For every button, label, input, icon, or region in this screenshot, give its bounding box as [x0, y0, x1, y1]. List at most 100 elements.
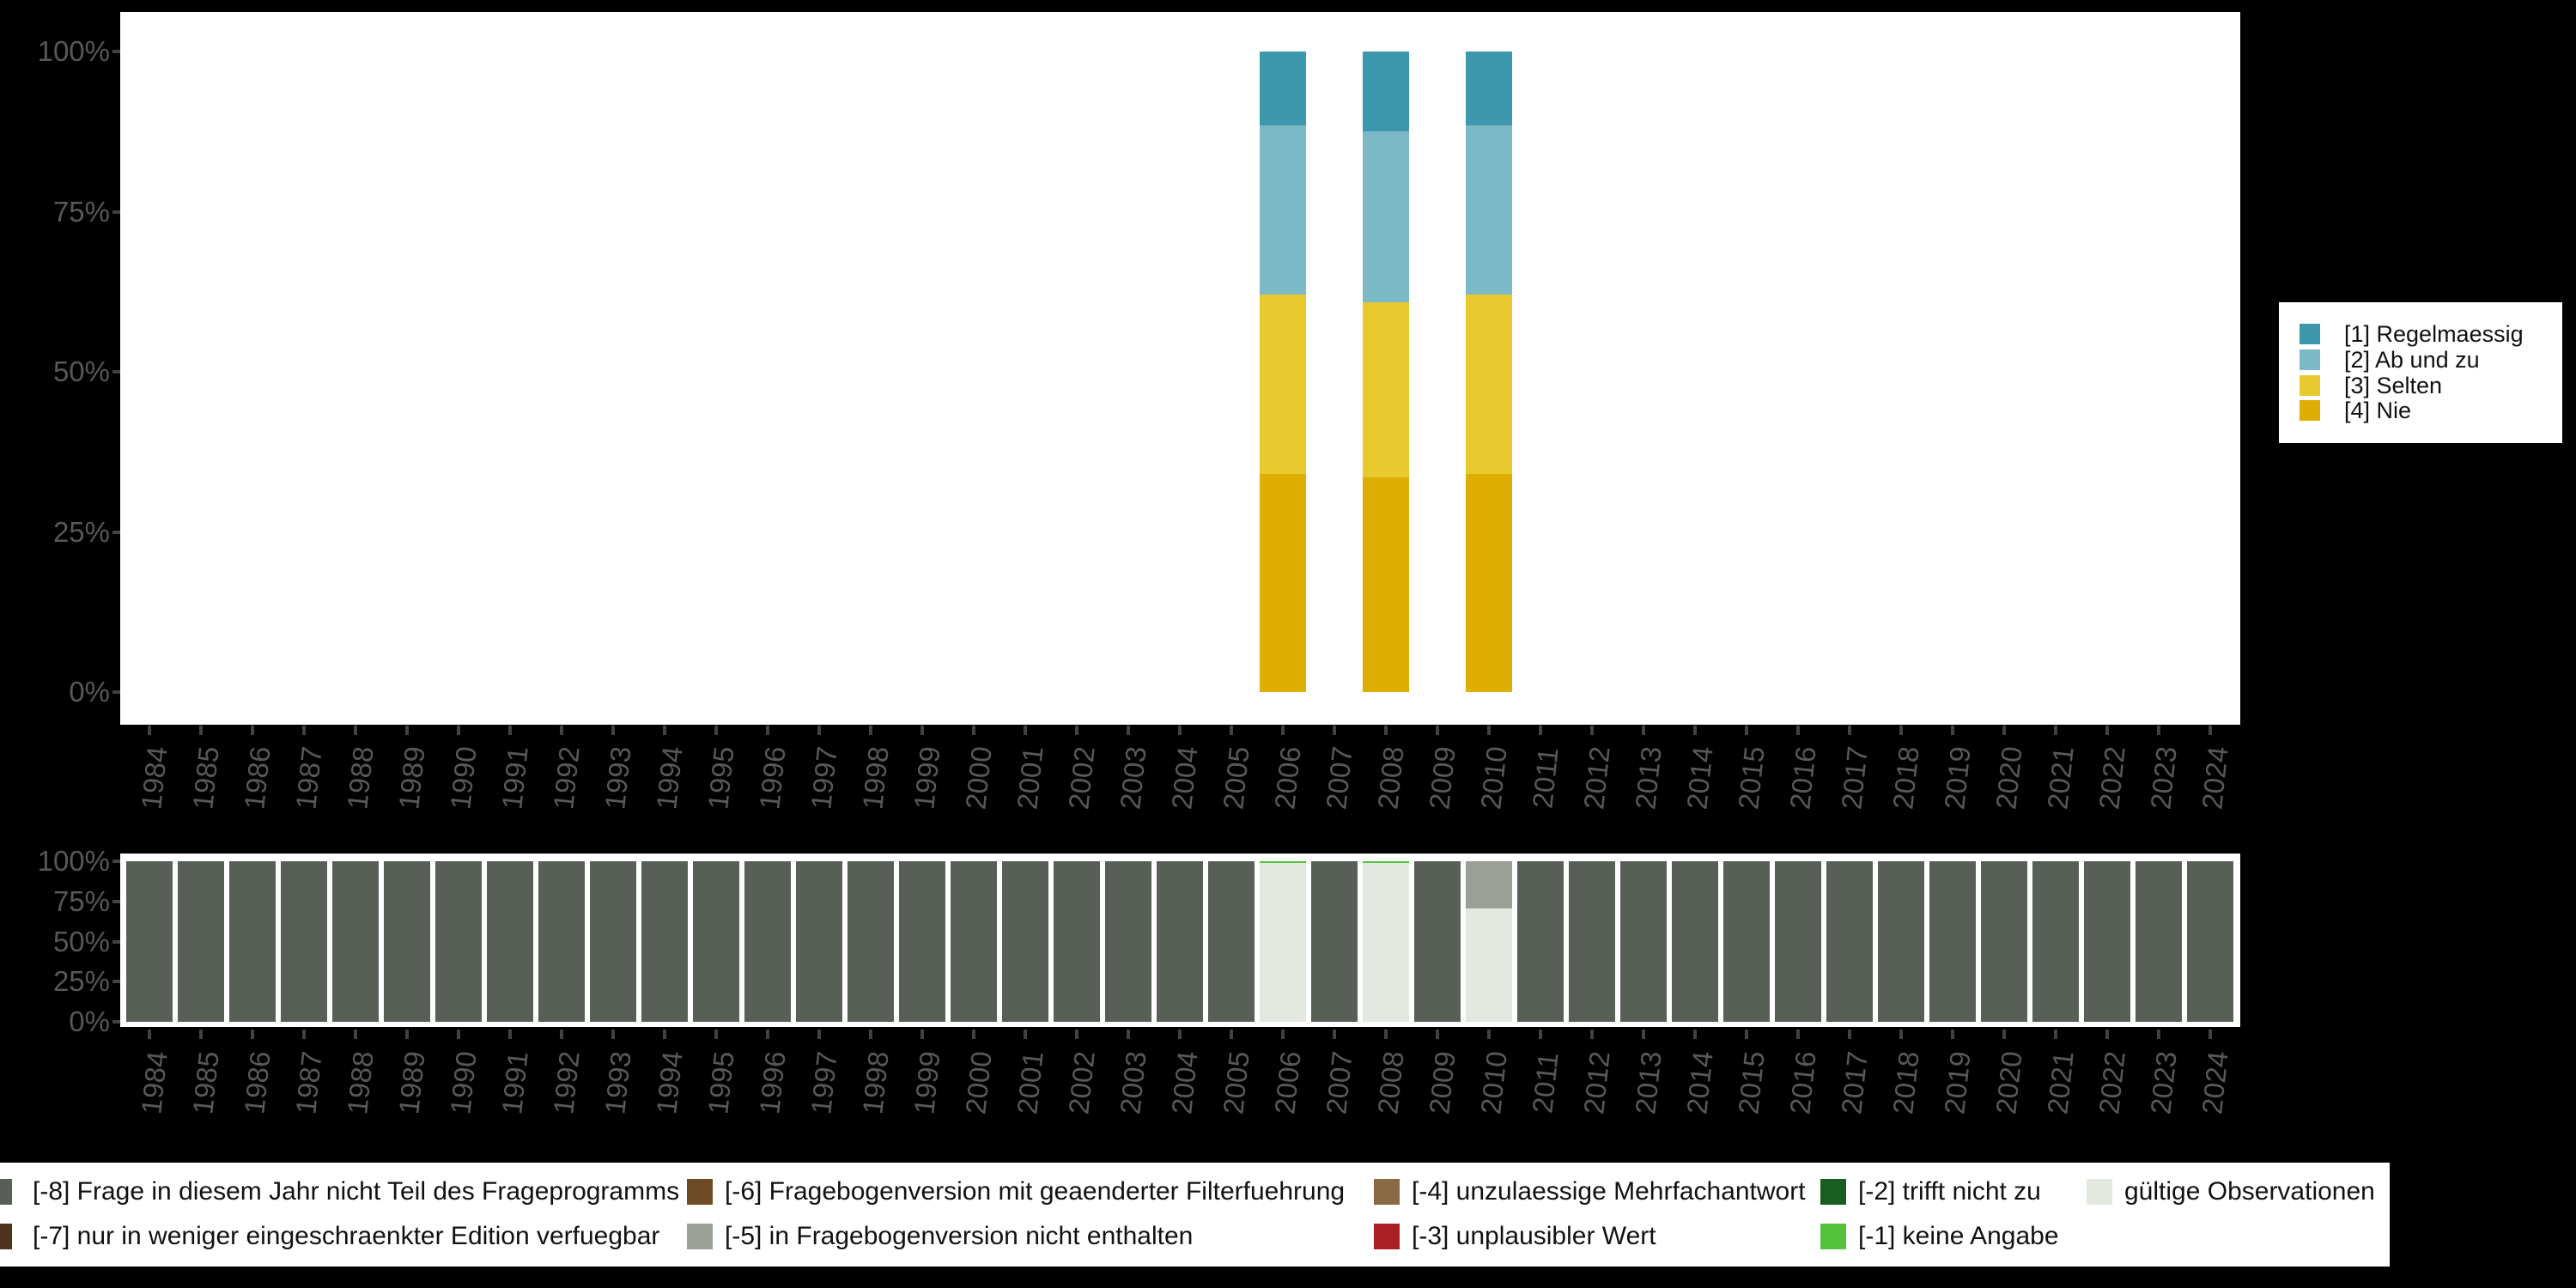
missing-bar-segment-1992-m8 — [538, 861, 585, 1022]
x-axis-tick — [508, 1030, 512, 1039]
missing-bar-segment-1988-m8 — [332, 861, 379, 1022]
x-axis-tick — [1281, 1030, 1285, 1039]
y-axis-label: 50% — [52, 925, 110, 957]
x-axis-year-label: 2023 — [2144, 1049, 2183, 1116]
x-axis-tick — [1590, 1030, 1594, 1039]
x-axis-year-label: 1985 — [186, 744, 225, 811]
y-axis-tick — [112, 50, 120, 53]
x-axis-tick — [508, 726, 512, 735]
x-axis-year-label: 2013 — [1629, 1049, 1668, 1116]
y-axis-label: 0% — [69, 676, 110, 708]
x-axis-year-label: 1991 — [495, 744, 534, 811]
bar-segment-2010-r3 — [1466, 294, 1512, 475]
missing-bar-segment-2008-m1 — [1363, 861, 1409, 863]
y-axis-label: 50% — [52, 355, 110, 387]
x-axis-year-label: 1992 — [547, 744, 586, 811]
missing-bar-segment-1998-m8 — [848, 861, 894, 1022]
bar-segment-2008-r1 — [1363, 52, 1409, 131]
missing-bar-segment-2004-m8 — [1157, 861, 1203, 1022]
x-axis-tick — [2002, 1030, 2006, 1039]
x-axis-tick — [1899, 1030, 1903, 1039]
x-axis-year-label: 1989 — [392, 744, 431, 811]
x-axis-year-label: 2011 — [1526, 1050, 1564, 1115]
missing-bar-segment-1999-m8 — [899, 861, 945, 1022]
bar-segment-2008-r2 — [1363, 131, 1409, 302]
y-axis-tick — [112, 530, 120, 534]
x-axis-tick — [1539, 1030, 1542, 1039]
missing-bar-segment-2001-m8 — [1002, 861, 1048, 1022]
bar-segment-2008-r4 — [1363, 477, 1409, 692]
top-chart-legend: [1] Regelmaessig [2] Ab und zu [3] Selten[… — [2279, 302, 2562, 443]
x-axis-tick — [920, 1030, 924, 1039]
x-axis-year-label: 1990 — [444, 744, 483, 811]
x-axis-tick — [2054, 1030, 2057, 1039]
x-axis-year-label: 2019 — [1938, 1049, 1977, 1116]
x-axis-year-label: 2009 — [1423, 1049, 1461, 1116]
x-axis-tick — [1230, 1030, 1233, 1039]
x-axis-tick — [611, 726, 615, 735]
x-axis-tick — [1487, 726, 1491, 735]
x-axis-year-label: 1996 — [753, 744, 792, 811]
x-axis-tick — [1745, 726, 1748, 735]
legend-label-r1: [1] Regelmaessig — [2344, 321, 2524, 347]
x-axis-year-label: 1985 — [186, 1049, 225, 1116]
legend-swatch-valid — [2087, 1179, 2112, 1205]
missing-bar-segment-2020-m8 — [1981, 861, 2027, 1022]
x-axis-tick — [972, 1030, 975, 1039]
x-axis-tick — [2157, 1030, 2160, 1039]
x-axis-tick — [405, 726, 409, 735]
legend-label-valid: gültige Observationen — [2124, 1177, 2375, 1206]
x-axis-year-label: 1984 — [135, 1049, 173, 1116]
missing-bar-segment-1984-m8 — [126, 861, 173, 1022]
missing-bar-segment-1995-m8 — [693, 861, 739, 1022]
x-axis-tick — [663, 726, 666, 735]
x-axis-tick — [869, 1030, 872, 1039]
missing-bar-segment-2010-m5 — [1466, 861, 1512, 908]
x-axis-year-label: 2007 — [1320, 1049, 1358, 1116]
x-axis-tick — [1642, 1030, 1645, 1039]
x-axis-tick — [817, 1030, 821, 1039]
x-axis-year-label: 1990 — [444, 1049, 483, 1116]
legend-swatch-r4 — [2300, 400, 2320, 422]
x-axis-year-label: 2003 — [1114, 744, 1152, 811]
x-axis-tick — [1590, 726, 1594, 735]
x-axis-year-label: 2020 — [1990, 744, 2028, 811]
x-axis-tick — [354, 726, 357, 735]
x-axis-tick — [1384, 1030, 1388, 1039]
x-axis-year-label: 2017 — [1835, 1049, 1874, 1116]
legend-swatch-m2 — [1820, 1179, 1846, 1205]
missing-bar-segment-1989-m8 — [384, 861, 430, 1022]
x-axis-tick — [611, 1030, 615, 1039]
x-axis-tick — [766, 726, 769, 735]
x-axis-year-label: 2009 — [1423, 744, 1461, 811]
x-axis-tick — [1127, 726, 1130, 735]
missing-bar-segment-1986-m8 — [229, 861, 276, 1022]
x-axis-year-label: 1995 — [702, 744, 740, 811]
x-axis-tick — [2002, 726, 2006, 735]
missing-bar-segment-2021-m8 — [2032, 861, 2079, 1022]
x-axis-year-label: 2021 — [2041, 1049, 2080, 1116]
x-axis-year-label: 2023 — [2144, 744, 2183, 811]
x-axis-tick — [2208, 1030, 2212, 1039]
y-axis-tick — [112, 370, 120, 374]
bar-segment-2006-r2 — [1260, 125, 1306, 295]
x-axis-year-label: 2021 — [2041, 744, 2080, 811]
x-axis-year-label: 2016 — [1783, 1049, 1822, 1116]
x-axis-year-label: 1994 — [650, 1049, 689, 1116]
missing-bar-segment-2010-valid — [1466, 908, 1512, 1022]
x-axis-tick — [1333, 1030, 1336, 1039]
missing-bar-segment-2007-m8 — [1311, 861, 1358, 1022]
x-axis-year-label: 2022 — [2093, 1049, 2131, 1116]
x-axis-year-label: 2015 — [1732, 1049, 1771, 1116]
x-axis-tick — [560, 726, 563, 735]
x-axis-tick — [766, 1030, 769, 1039]
bar-segment-2006-r4 — [1260, 473, 1306, 692]
x-axis-tick — [1951, 726, 1954, 735]
x-axis-tick — [457, 1030, 460, 1039]
missing-bar-segment-1987-m8 — [281, 861, 327, 1022]
y-axis-label: 25% — [52, 515, 110, 548]
x-axis-tick — [251, 726, 254, 735]
missing-bar-segment-2005-m8 — [1208, 861, 1255, 1022]
y-axis-label: 100% — [37, 35, 110, 67]
